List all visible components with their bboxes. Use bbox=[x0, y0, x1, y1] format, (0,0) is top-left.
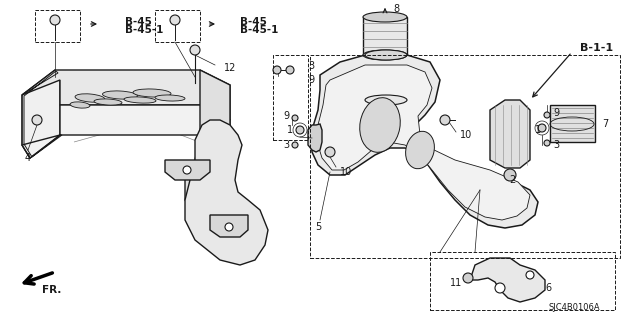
Circle shape bbox=[170, 15, 180, 25]
Text: SJC4B0106A: SJC4B0106A bbox=[548, 303, 600, 313]
Text: 6: 6 bbox=[545, 283, 551, 293]
Ellipse shape bbox=[94, 99, 122, 105]
Circle shape bbox=[273, 66, 281, 74]
Circle shape bbox=[292, 115, 298, 121]
Circle shape bbox=[463, 273, 473, 283]
Text: 11: 11 bbox=[450, 278, 462, 288]
Circle shape bbox=[440, 115, 450, 125]
Ellipse shape bbox=[75, 94, 105, 102]
Polygon shape bbox=[470, 258, 545, 302]
Circle shape bbox=[296, 126, 304, 134]
Text: 5: 5 bbox=[315, 222, 321, 232]
Text: 9: 9 bbox=[308, 75, 314, 85]
Text: B-45: B-45 bbox=[125, 17, 152, 27]
Text: B-45-1: B-45-1 bbox=[125, 25, 163, 35]
Circle shape bbox=[544, 112, 550, 118]
Text: 10: 10 bbox=[340, 167, 352, 177]
Circle shape bbox=[286, 66, 294, 74]
Polygon shape bbox=[312, 55, 538, 228]
Text: 7: 7 bbox=[602, 119, 608, 129]
Circle shape bbox=[225, 223, 233, 231]
Text: 12: 12 bbox=[224, 63, 236, 73]
Ellipse shape bbox=[360, 98, 400, 152]
Circle shape bbox=[190, 45, 200, 55]
Ellipse shape bbox=[102, 91, 138, 99]
Text: 3: 3 bbox=[553, 140, 559, 150]
Polygon shape bbox=[365, 55, 407, 100]
Text: B-45: B-45 bbox=[240, 17, 267, 27]
Ellipse shape bbox=[363, 50, 407, 60]
Ellipse shape bbox=[365, 50, 407, 60]
Polygon shape bbox=[185, 120, 268, 265]
Circle shape bbox=[544, 140, 550, 146]
Text: 10: 10 bbox=[460, 130, 472, 140]
Ellipse shape bbox=[133, 89, 171, 97]
Ellipse shape bbox=[124, 97, 156, 103]
Polygon shape bbox=[22, 105, 230, 158]
Text: 8: 8 bbox=[393, 4, 399, 14]
Text: 1: 1 bbox=[287, 125, 293, 135]
Circle shape bbox=[538, 124, 546, 132]
Polygon shape bbox=[318, 65, 530, 220]
Polygon shape bbox=[22, 70, 60, 158]
Polygon shape bbox=[308, 124, 322, 152]
Ellipse shape bbox=[365, 95, 407, 105]
Text: FR.: FR. bbox=[42, 285, 61, 295]
Polygon shape bbox=[165, 160, 210, 180]
Text: 3: 3 bbox=[283, 140, 289, 150]
Polygon shape bbox=[490, 100, 530, 168]
Circle shape bbox=[495, 283, 505, 293]
Ellipse shape bbox=[70, 102, 90, 108]
Text: B-1-1: B-1-1 bbox=[580, 43, 613, 53]
Text: 2: 2 bbox=[509, 175, 515, 185]
Polygon shape bbox=[185, 70, 255, 262]
Ellipse shape bbox=[363, 12, 407, 22]
Text: 3: 3 bbox=[308, 61, 314, 71]
Text: 9: 9 bbox=[553, 108, 559, 118]
Circle shape bbox=[292, 142, 298, 148]
Polygon shape bbox=[550, 105, 595, 142]
Text: B-45-1: B-45-1 bbox=[240, 25, 278, 35]
Ellipse shape bbox=[406, 131, 435, 169]
Polygon shape bbox=[22, 70, 230, 120]
Circle shape bbox=[526, 271, 534, 279]
Circle shape bbox=[50, 15, 60, 25]
Ellipse shape bbox=[155, 95, 185, 101]
Text: 9: 9 bbox=[283, 111, 289, 121]
Circle shape bbox=[32, 115, 42, 125]
Polygon shape bbox=[363, 17, 407, 55]
Text: 1: 1 bbox=[535, 125, 541, 135]
Circle shape bbox=[504, 169, 516, 181]
Circle shape bbox=[183, 166, 191, 174]
Polygon shape bbox=[210, 215, 248, 237]
Circle shape bbox=[325, 147, 335, 157]
Text: 4: 4 bbox=[25, 153, 31, 163]
